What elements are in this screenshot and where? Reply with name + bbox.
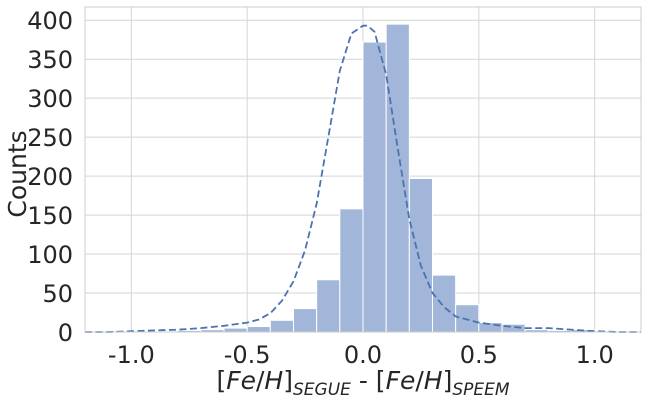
- histogram-bar-15: [432, 274, 457, 333]
- x-axis-label: [Fe/H]SEGUE - [Fe/H]SPEEM: [216, 366, 509, 400]
- x-tick-labels: -1.0 -0.5 0.0 0.5 1.0: [108, 341, 614, 369]
- histogram-bar-11: [339, 208, 364, 333]
- y-tick-labels: 0 50 100 150 200 250 300 350 400: [27, 7, 73, 347]
- y-tick-label-3: 150: [27, 202, 73, 230]
- histogram-bar-13: [385, 23, 410, 333]
- x-tick-label-2: 0.0: [344, 341, 382, 369]
- density-curve: [85, 24, 641, 333]
- histogram-bar-12: [362, 41, 387, 333]
- histogram-bar-7: [246, 326, 271, 333]
- histogram-bars: [154, 23, 619, 333]
- y-axis-label: Counts: [3, 130, 32, 217]
- histogram-bar-8: [269, 319, 295, 333]
- y-tick-label-6: 300: [27, 85, 73, 113]
- histogram-bar-10: [316, 279, 341, 333]
- histogram-bar-17: [478, 322, 503, 333]
- histogram-bar-16: [455, 304, 480, 333]
- y-tick-label-4: 200: [27, 163, 73, 191]
- y-tick-label-2: 100: [27, 241, 73, 269]
- plot-frame: [84, 6, 642, 333]
- y-tick-label-1: 50: [42, 280, 73, 308]
- histogram-bar-6: [223, 327, 248, 333]
- y-tick-label-0: 0: [58, 319, 73, 347]
- histogram-bar-9: [293, 308, 318, 333]
- histogram-bar-14: [408, 177, 434, 333]
- x-tick-label-4: 1.0: [576, 341, 614, 369]
- y-tick-label-5: 250: [27, 124, 73, 152]
- x-tick-label-3: 0.5: [460, 341, 498, 369]
- x-tick-label-0: -1.0: [108, 341, 155, 369]
- x-tick-label-1: -0.5: [224, 341, 271, 369]
- y-tick-label-7: 350: [27, 46, 73, 74]
- y-tick-label-8: 400: [27, 7, 73, 35]
